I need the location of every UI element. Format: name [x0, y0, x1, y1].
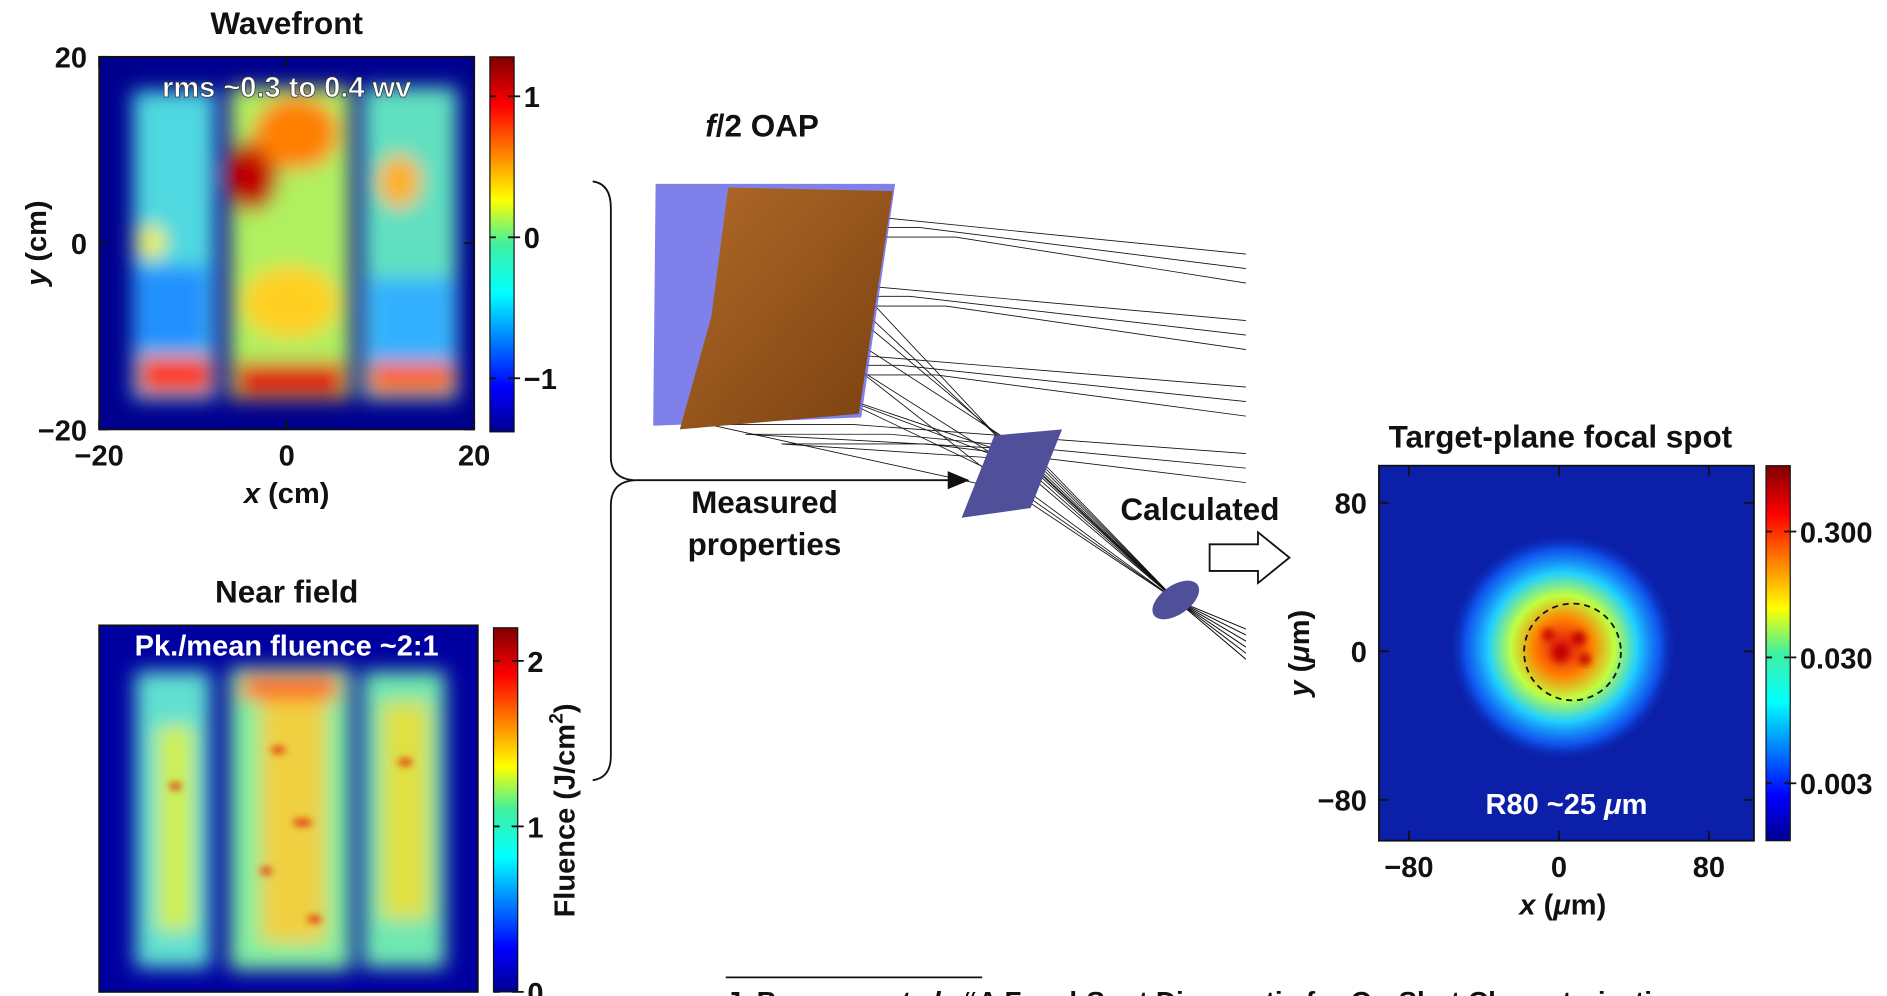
- annotation: R80 ~25 μm: [1486, 789, 1648, 821]
- colorbar-tick-label: 0.300: [1800, 517, 1873, 549]
- y-axis-label: y (μm): [1284, 610, 1316, 699]
- title: Target-plane focal spot: [1389, 420, 1733, 455]
- annotation: rms ~0.3 to 0.4 wv: [162, 72, 412, 104]
- turning-mirror: [961, 429, 1063, 518]
- measured-label: properties: [688, 527, 842, 562]
- oap-label: f/2 OAP: [705, 109, 819, 144]
- title: Wavefront: [210, 6, 363, 41]
- colorbar-tick-label: 0.030: [1800, 643, 1873, 675]
- colorbar-tick-label: −1: [524, 364, 557, 396]
- y-tick-label: 20: [55, 43, 87, 75]
- focal-spot-map: [1378, 465, 1754, 841]
- brace: [592, 180, 636, 782]
- x-tick-label: −20: [75, 441, 124, 473]
- x-axis-label: x (μm): [1517, 889, 1606, 921]
- y-tick-label: −20: [38, 415, 87, 447]
- annotation: Pk./mean fluence ~2:1: [135, 631, 439, 663]
- colorbar: [489, 56, 515, 433]
- x-axis-label: x (cm): [242, 478, 329, 510]
- x-tick-label: 0: [279, 441, 295, 473]
- colorbar-tick-label: 2: [527, 647, 543, 679]
- colorbar: [492, 627, 519, 993]
- colorbar-tick-label: 1: [527, 812, 543, 844]
- colorbar: [1765, 465, 1791, 842]
- x-tick-label: 0: [1551, 852, 1567, 884]
- colorbar-tick-label: 0.003: [1800, 769, 1873, 801]
- hollow-arrow: [1208, 530, 1291, 585]
- plot-frame: [98, 624, 479, 993]
- oap-mirror: [679, 187, 893, 430]
- colorbar-tick-label: 1: [524, 82, 540, 114]
- y-tick-label: 0: [71, 229, 87, 261]
- y-tick-label: −80: [1318, 786, 1367, 818]
- citation: J. Bromage et al., “A Focal-Spot Diagnos…: [726, 986, 1686, 996]
- x-tick-label: −80: [1384, 852, 1433, 884]
- y-axis-label: y (cm): [21, 200, 53, 287]
- ray: [781, 443, 1247, 660]
- focus-element: [1152, 580, 1200, 620]
- wavefront-map: [99, 56, 475, 430]
- y-tick-label: 80: [1335, 489, 1367, 521]
- colorbar-tick-label: 0: [527, 978, 543, 996]
- x-tick-label: 80: [1693, 852, 1725, 884]
- measured-label: Measured: [691, 485, 838, 520]
- title: Near field: [215, 574, 358, 609]
- near-field-map: [99, 625, 478, 992]
- colorbar-tick-label: 0: [524, 223, 540, 255]
- calculated-label: Calculated: [1120, 492, 1279, 527]
- y-tick-label: 0: [1351, 637, 1367, 669]
- colorbar-label: Fluence (J/cm2): [545, 703, 581, 917]
- x-tick-label: 20: [458, 441, 490, 473]
- plot-frame: [1378, 464, 1755, 842]
